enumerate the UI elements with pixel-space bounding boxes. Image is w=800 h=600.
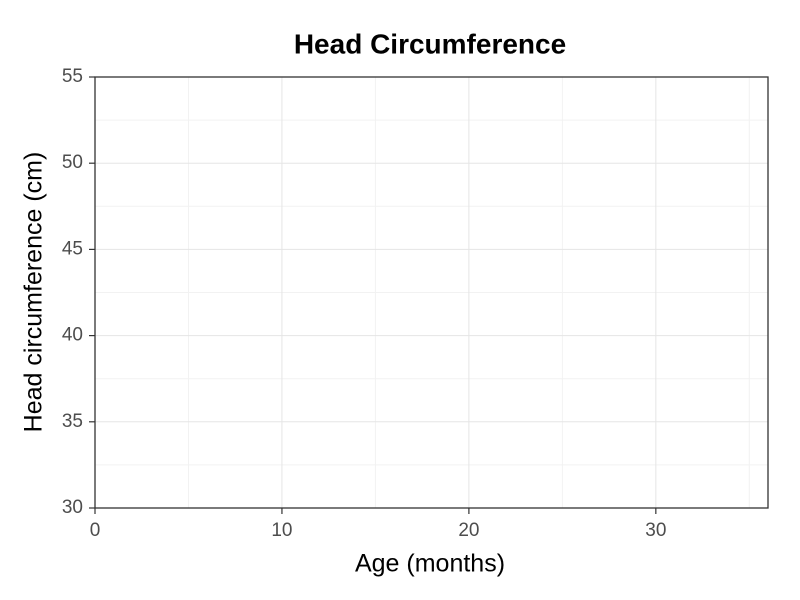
y-tick-label: 55 bbox=[62, 66, 83, 87]
panel-border bbox=[94, 76, 769, 509]
y-tick-label: 30 bbox=[62, 497, 83, 518]
x-axis-title: Age (months) bbox=[355, 550, 505, 578]
x-tick-label: 30 bbox=[645, 520, 666, 541]
grid bbox=[94, 76, 768, 509]
y-tick-label: 45 bbox=[62, 238, 83, 259]
y-tick-label: 50 bbox=[62, 152, 83, 173]
y-tick-label: 40 bbox=[62, 325, 83, 346]
x-tick-label: 10 bbox=[271, 520, 292, 541]
x-tick-label: 20 bbox=[458, 520, 479, 541]
chart-title: Head Circumference bbox=[294, 28, 566, 59]
axes: 0 10 20 30 30 35 40 45 50 55 bbox=[62, 66, 769, 541]
y-axis-title: Head circumference (cm) bbox=[20, 152, 48, 433]
x-tick-label: 0 bbox=[90, 520, 101, 541]
y-tick-label: 35 bbox=[62, 411, 83, 432]
